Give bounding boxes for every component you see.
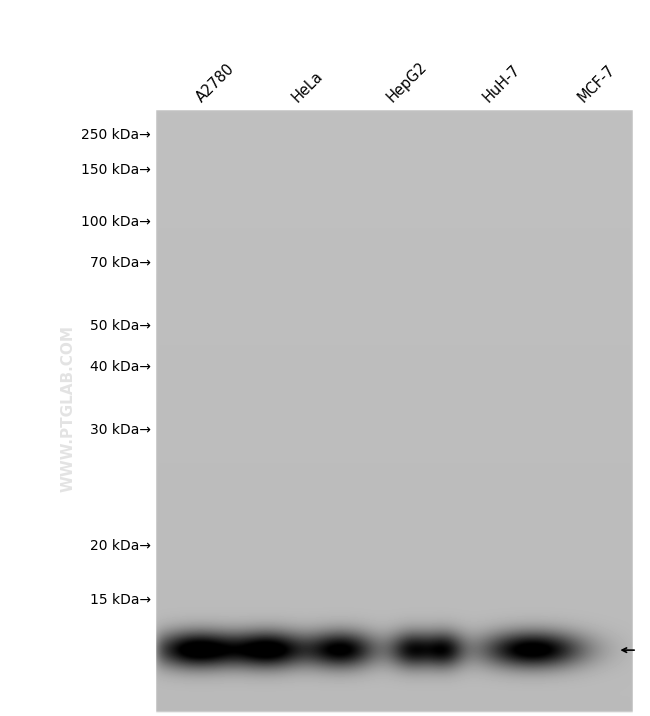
Text: 150 kDa→: 150 kDa→ [81,163,151,178]
Text: A2780: A2780 [193,61,237,105]
Text: 20 kDa→: 20 kDa→ [90,538,151,553]
Text: 15 kDa→: 15 kDa→ [90,593,151,607]
Text: 70 kDa→: 70 kDa→ [90,256,151,271]
Text: 250 kDa→: 250 kDa→ [81,127,151,142]
Text: HeLa: HeLa [289,69,326,105]
Text: MCF-7: MCF-7 [575,62,618,105]
Text: HepG2: HepG2 [384,59,430,105]
Text: 30 kDa→: 30 kDa→ [90,422,151,437]
Text: 100 kDa→: 100 kDa→ [81,215,151,229]
Text: WWW.PTGLAB.COM: WWW.PTGLAB.COM [60,324,76,492]
Text: HuH-7: HuH-7 [480,62,523,105]
Text: 40 kDa→: 40 kDa→ [90,360,151,374]
Text: 50 kDa→: 50 kDa→ [90,319,151,333]
